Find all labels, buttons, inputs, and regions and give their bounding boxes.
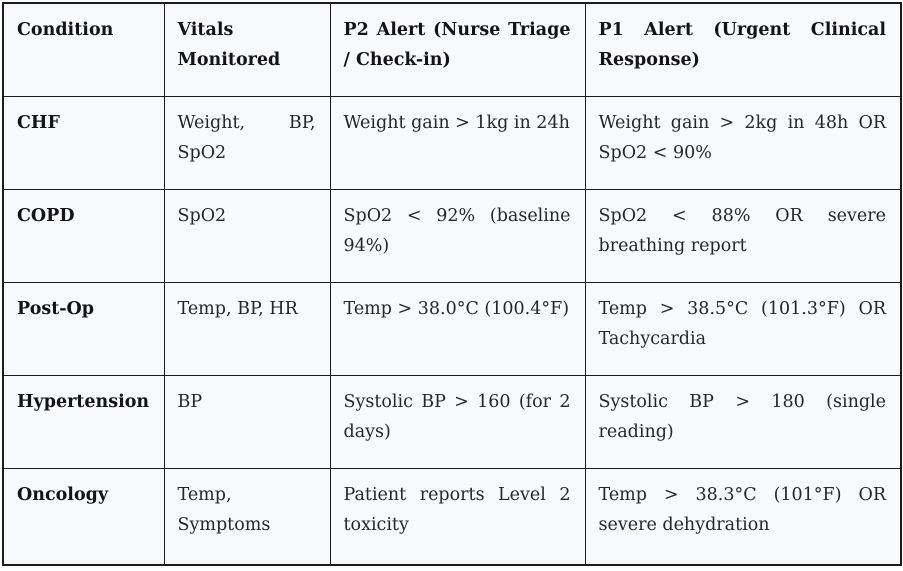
cell-condition: Post-Op [2,281,165,376]
cell-vitals: SpO2 [163,188,331,283]
table-row: CHF Weight, BP, SpO2 Weight gain > 1kg i… [2,95,902,190]
column-header-vitals-monitored: Vitals Monitored [163,2,331,97]
table-row: COPD SpO2 SpO2 < 92% (baseline 94%) SpO2… [2,188,902,283]
column-header-p1-alert: P1 Alert (Urgent Clinical Response) [584,2,902,97]
cell-p2-alert: Weight gain > 1kg in 24h [329,95,586,190]
cell-p1-alert: SpO2 < 88% OR severe breathing report [584,188,902,283]
cell-condition: COPD [2,188,165,283]
cell-p2-alert: SpO2 < 92% (baseline 94%) [329,188,586,283]
cell-vitals: BP [163,374,331,469]
cell-p1-alert: Temp > 38.3°C (101°F) OR severe dehydrat… [584,467,902,566]
cell-vitals: Weight, BP, SpO2 [163,95,331,190]
column-header-p2-alert: P2 Alert (Nurse Triage / Check-in) [329,2,586,97]
cell-p1-alert: Weight gain > 2kg in 48h OR SpO2 < 90% [584,95,902,190]
cell-condition: Hypertension [2,374,165,469]
cell-vitals: Temp, BP, HR [163,281,331,376]
cell-condition: Oncology [2,467,165,566]
table-row: Hypertension BP Systolic BP > 160 (for 2… [2,374,902,469]
column-header-condition: Condition [2,2,165,97]
cell-condition: CHF [2,95,165,190]
table-row: Post-Op Temp, BP, HR Temp > 38.0°C (100.… [2,281,902,376]
table-row: Oncology Temp, Symptoms Patient reports … [2,467,902,566]
cell-p2-alert: Temp > 38.0°C (100.4°F) [329,281,586,376]
header-row: Condition Vitals Monitored P2 Alert (Nur… [2,2,902,97]
cell-p1-alert: Systolic BP > 180 (single reading) [584,374,902,469]
cell-p2-alert: Systolic BP > 160 (for 2 days) [329,374,586,469]
cell-p1-alert: Temp > 38.5°C (101.3°F) OR Tachycardia [584,281,902,376]
cell-p2-alert: Patient reports Level 2 toxicity [329,467,586,566]
cell-vitals: Temp, Symptoms [163,467,331,566]
